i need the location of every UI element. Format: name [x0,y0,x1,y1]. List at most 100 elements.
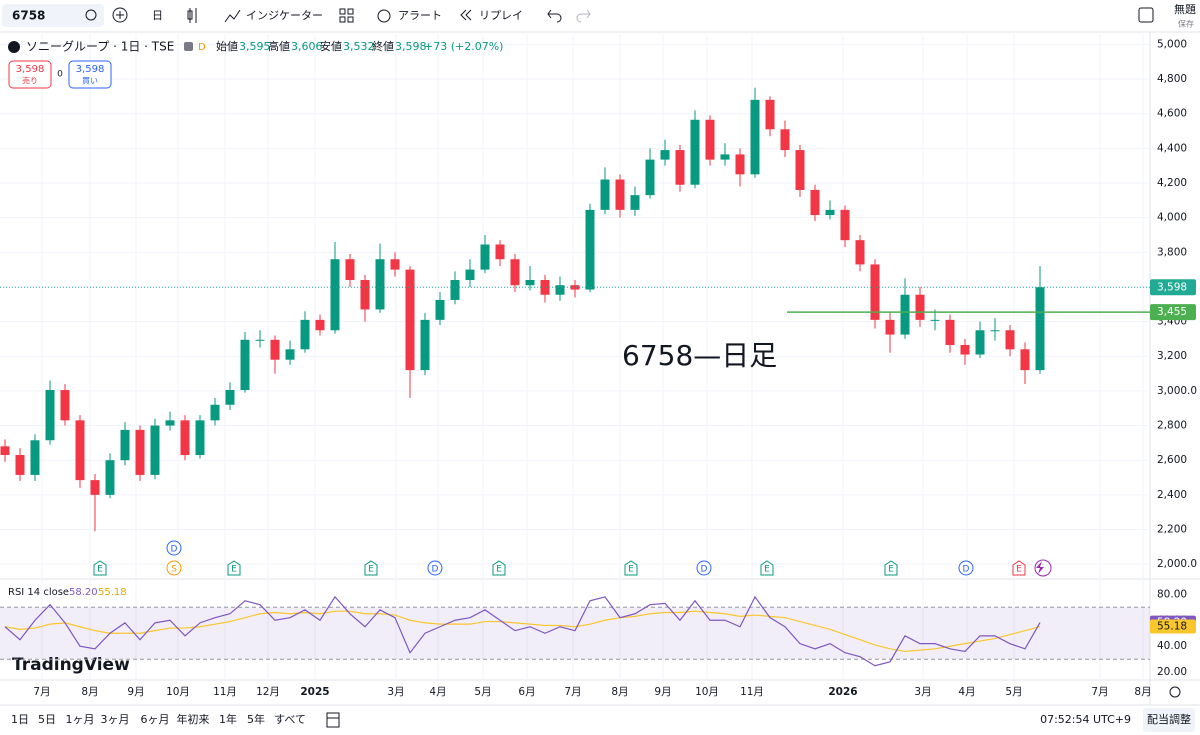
candle-body [645,159,655,196]
event-flash-ring [1034,559,1052,577]
buy-button[interactable] [68,60,112,89]
x-tick-label: 11月 [740,686,764,698]
x-tick-label: 9月 [654,686,671,698]
candle-body [930,319,940,321]
event-label: S [171,565,177,575]
symbol-icon[interactable] [85,9,97,21]
y-tick-label: 2,400 [1157,489,1187,501]
candle-body [660,150,670,160]
y-tick-label: 4,200 [1157,177,1187,189]
x-tick-label: 2025 [300,686,329,698]
x-tick-label: 9月 [127,686,144,698]
save-label[interactable]: 保存 [1178,19,1194,29]
candle-body [375,259,385,310]
candle-body [570,285,580,290]
candle-body [525,280,535,286]
close: 3,598 [395,40,427,53]
event-marker [884,560,898,576]
clock: 07:52:54 UTC+9 [1040,713,1131,726]
candle-body [780,129,790,151]
range-button[interactable]: 1日 [11,713,29,726]
candle-body [735,154,745,175]
range-button[interactable]: 1ヶ月 [66,713,95,726]
layout-button[interactable] [339,8,354,23]
candle-body [30,440,40,475]
compare-button[interactable] [112,7,128,23]
rsi-title: RSI 14 close [8,587,69,598]
date-range-icon[interactable] [326,712,340,728]
alert[interactable]: アラート [398,9,442,22]
alert-icon[interactable] [377,9,391,23]
candle-body [720,154,730,160]
y-tick-label: 4,600 [1157,108,1187,120]
close-label: 終値 [372,39,394,53]
badge: D [198,42,206,53]
x-tick-label: 6月 [518,686,535,698]
event-label: E [1016,565,1022,575]
candle-body [1020,349,1030,371]
x-tick-label: 7月 [33,686,50,698]
candle-body [90,480,100,495]
high-label: 高値 [268,39,290,53]
sell-label[interactable]: 売り [22,76,38,86]
candle-body [795,150,805,190]
buy-price[interactable]: 3,598 [76,64,105,75]
candle-body [495,244,505,260]
event-label: E [764,565,770,575]
event-marker [696,560,712,576]
candle-body [15,454,25,475]
range-button[interactable]: 6ヶ月 [141,713,170,726]
event-marker [492,560,506,576]
layout-icon[interactable] [1138,7,1154,23]
hline-label: 3,455 [1157,306,1187,318]
range-button[interactable]: 3ヶ月 [101,713,130,726]
candle-body [945,319,955,345]
y-tick-label: 4,000 [1157,212,1187,224]
replay[interactable]: リプレイ [479,9,523,22]
interval[interactable]: 日 [152,9,163,22]
candle-body [960,344,970,355]
layout-name[interactable]: 無題 [1174,2,1196,16]
rsi-ma-value: 55.18 [98,587,127,598]
annotation: 6758—日足 [622,339,777,372]
adjust[interactable]: 配当調整 [1147,712,1191,726]
sell-button[interactable] [8,60,52,89]
hline-box [1150,304,1196,321]
symbol[interactable]: 6758 [12,9,45,23]
event-marker [1012,560,1026,576]
range-button[interactable]: 年初来 [177,712,210,726]
event-label: D [432,565,439,575]
indicators[interactable]: インジケーター [246,9,323,22]
event-marker [427,560,443,576]
x-tick-label: 3月 [387,686,404,698]
rsi-tick-label: 80.00 [1157,588,1187,600]
settings-icon[interactable] [1169,686,1181,698]
x-tick-label: 7月 [1091,686,1108,698]
low: 3,532 [343,40,375,53]
last-price-label: 3,598 [1157,281,1187,293]
range-button[interactable]: 5日 [38,713,56,726]
candle-body [120,429,130,461]
undo[interactable] [547,9,562,23]
adjust-button[interactable] [1143,708,1195,732]
event-marker [624,560,638,576]
candle-body [990,330,1000,332]
candle-body [165,420,175,426]
candle-body [300,319,310,350]
replay-icon[interactable] [460,9,472,21]
open-label: 始値 [216,39,238,53]
candle-body [825,209,835,216]
range-button[interactable]: すべて [274,713,306,726]
x-tick-label: 4月 [958,686,975,698]
logo: TradingView [12,655,130,675]
buy-label[interactable]: 買い [82,77,98,86]
range-button[interactable]: 5年 [247,712,265,726]
sell-price[interactable]: 3,598 [16,64,45,75]
range-button[interactable]: 1年 [219,712,237,726]
candle-body [270,339,280,360]
symbol-box[interactable] [2,4,104,27]
x-tick-label: 5月 [474,686,491,698]
redo[interactable] [576,9,591,23]
indicators-icon[interactable] [224,9,241,23]
